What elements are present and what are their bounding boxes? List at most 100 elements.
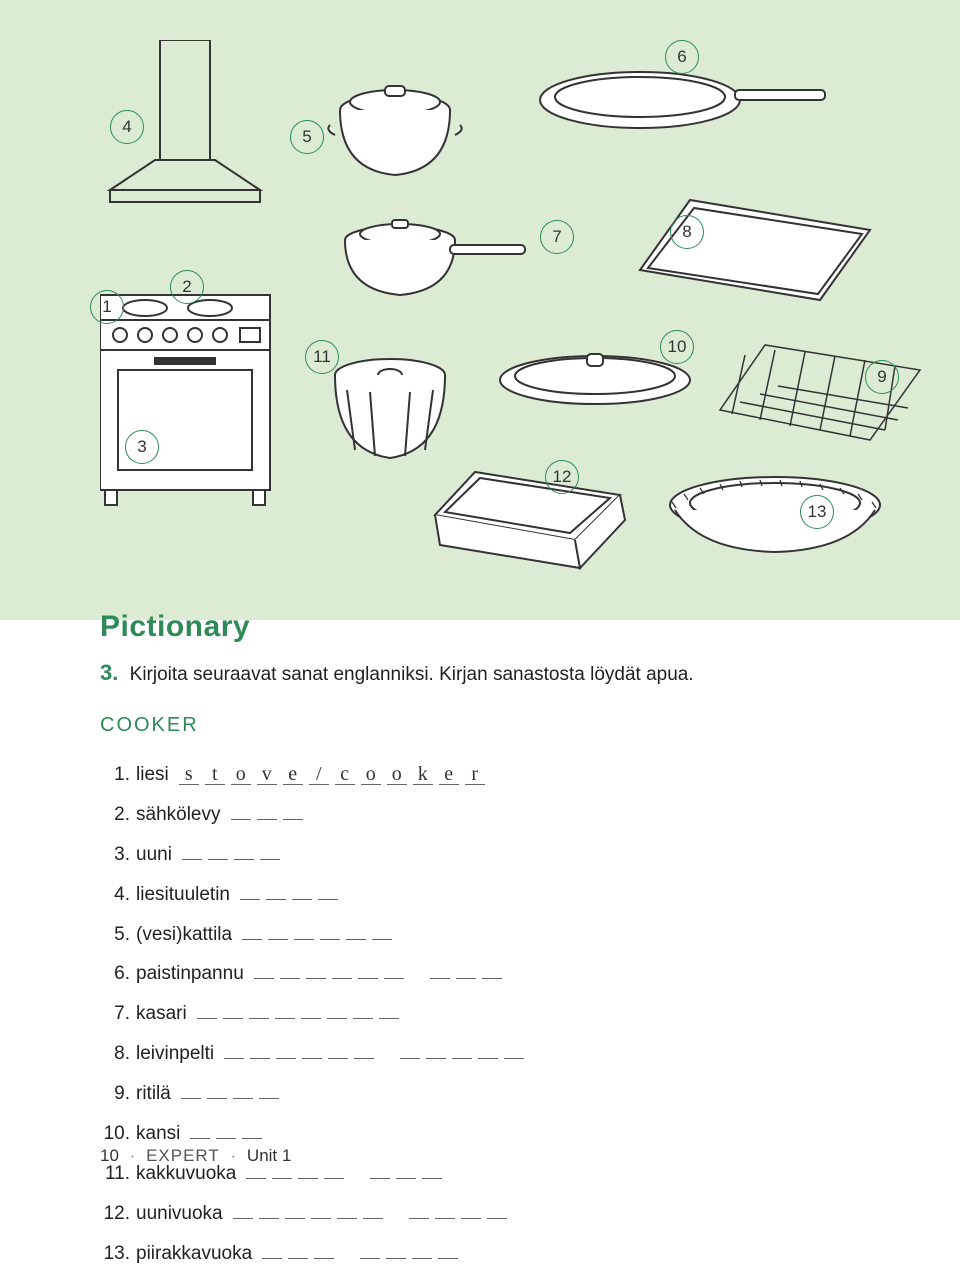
vocab-blanks[interactable] xyxy=(242,939,392,940)
letter-blank[interactable] xyxy=(370,1178,390,1179)
letter-blank[interactable] xyxy=(208,859,228,860)
letter-blank[interactable]: v xyxy=(257,764,277,785)
vocab-blanks[interactable] xyxy=(181,1098,279,1099)
letter-blank[interactable] xyxy=(435,1218,455,1219)
letter-blank[interactable] xyxy=(482,978,502,979)
letter-blank[interactable] xyxy=(396,1178,416,1179)
vocab-blanks[interactable] xyxy=(224,1058,524,1059)
letter-blank[interactable] xyxy=(409,1218,429,1219)
letter-blank[interactable] xyxy=(456,978,476,979)
letter-blank[interactable] xyxy=(478,1058,498,1059)
letter-blank[interactable] xyxy=(327,1018,347,1019)
vocab-blanks[interactable]: stove/cooker xyxy=(179,764,485,785)
letter-blank[interactable] xyxy=(487,1218,507,1219)
letter-blank[interactable] xyxy=(283,819,303,820)
letter-blank[interactable] xyxy=(301,1018,321,1019)
letter-blank[interactable] xyxy=(430,978,450,979)
letter-blank[interactable] xyxy=(242,1138,262,1139)
letter-blank[interactable] xyxy=(346,939,366,940)
vocab-blanks[interactable] xyxy=(240,899,338,900)
letter-blank[interactable]: s xyxy=(179,764,199,785)
vocab-blanks[interactable] xyxy=(246,1178,442,1179)
letter-blank[interactable] xyxy=(240,899,260,900)
letter-blank[interactable]: o xyxy=(231,764,251,785)
letter-blank[interactable] xyxy=(320,939,340,940)
letter-blank[interactable]: / xyxy=(309,764,329,785)
letter-blank[interactable] xyxy=(379,1018,399,1019)
letter-blank[interactable] xyxy=(302,1058,322,1059)
letter-blank[interactable]: o xyxy=(361,764,381,785)
letter-blank[interactable] xyxy=(181,1098,201,1099)
letter-blank[interactable] xyxy=(224,1058,244,1059)
letter-blank[interactable] xyxy=(306,978,326,979)
vocab-blanks[interactable] xyxy=(231,819,303,820)
letter-blank[interactable] xyxy=(216,1138,236,1139)
letter-blank[interactable] xyxy=(294,939,314,940)
letter-blank[interactable] xyxy=(332,978,352,979)
letter-blank[interactable] xyxy=(275,1018,295,1019)
vocab-blanks[interactable] xyxy=(254,978,502,979)
letter-blank[interactable] xyxy=(504,1058,524,1059)
letter-blank[interactable] xyxy=(260,859,280,860)
letter-blank[interactable] xyxy=(285,1218,305,1219)
letter-blank[interactable]: e xyxy=(439,764,459,785)
letter-blank[interactable] xyxy=(259,1098,279,1099)
letter-blank[interactable] xyxy=(360,1258,380,1259)
letter-blank[interactable] xyxy=(266,899,286,900)
letter-blank[interactable] xyxy=(292,899,312,900)
letter-blank[interactable] xyxy=(280,978,300,979)
letter-blank[interactable] xyxy=(234,859,254,860)
letter-blank[interactable] xyxy=(268,939,288,940)
letter-blank[interactable]: t xyxy=(205,764,225,785)
letter-blank[interactable] xyxy=(372,939,392,940)
letter-blank[interactable] xyxy=(426,1058,446,1059)
letter-blank[interactable] xyxy=(233,1098,253,1099)
letter-blank[interactable] xyxy=(452,1058,472,1059)
letter-blank[interactable] xyxy=(242,939,262,940)
letter-blank[interactable] xyxy=(354,1058,374,1059)
letter-blank[interactable]: k xyxy=(413,764,433,785)
letter-blank[interactable] xyxy=(257,819,277,820)
letter-blank[interactable] xyxy=(246,1178,266,1179)
letter-blank[interactable] xyxy=(231,819,251,820)
vocab-blanks[interactable] xyxy=(233,1218,507,1219)
letter-blank[interactable] xyxy=(254,978,274,979)
vocab-blanks[interactable] xyxy=(262,1258,458,1259)
letter-blank[interactable] xyxy=(363,1218,383,1219)
letter-blank[interactable] xyxy=(182,859,202,860)
letter-blank[interactable] xyxy=(328,1058,348,1059)
letter-blank[interactable] xyxy=(233,1218,253,1219)
letter-blank[interactable] xyxy=(207,1098,227,1099)
letter-blank[interactable] xyxy=(272,1178,292,1179)
letter-blank[interactable] xyxy=(422,1178,442,1179)
letter-blank[interactable] xyxy=(250,1058,270,1059)
vocab-blanks[interactable] xyxy=(197,1018,399,1019)
letter-blank[interactable] xyxy=(288,1258,308,1259)
letter-blank[interactable] xyxy=(197,1018,217,1019)
letter-blank[interactable]: o xyxy=(387,764,407,785)
letter-blank[interactable] xyxy=(438,1258,458,1259)
letter-blank[interactable] xyxy=(358,978,378,979)
letter-blank[interactable] xyxy=(384,978,404,979)
letter-blank[interactable]: r xyxy=(465,764,485,785)
letter-blank[interactable] xyxy=(353,1018,373,1019)
letter-blank[interactable] xyxy=(400,1058,420,1059)
vocab-blanks[interactable] xyxy=(182,859,280,860)
letter-blank[interactable] xyxy=(249,1018,269,1019)
letter-blank[interactable] xyxy=(311,1218,331,1219)
letter-blank[interactable] xyxy=(324,1178,344,1179)
letter-blank[interactable]: e xyxy=(283,764,303,785)
letter-blank[interactable] xyxy=(190,1138,210,1139)
letter-blank[interactable] xyxy=(461,1218,481,1219)
letter-blank[interactable] xyxy=(259,1218,279,1219)
letter-blank[interactable] xyxy=(314,1258,334,1259)
letter-blank[interactable] xyxy=(318,899,338,900)
letter-blank[interactable] xyxy=(276,1058,296,1059)
letter-blank[interactable] xyxy=(262,1258,282,1259)
letter-blank[interactable]: c xyxy=(335,764,355,785)
letter-blank[interactable] xyxy=(386,1258,406,1259)
vocab-blanks[interactable] xyxy=(190,1138,262,1139)
letter-blank[interactable] xyxy=(223,1018,243,1019)
letter-blank[interactable] xyxy=(298,1178,318,1179)
letter-blank[interactable] xyxy=(337,1218,357,1219)
